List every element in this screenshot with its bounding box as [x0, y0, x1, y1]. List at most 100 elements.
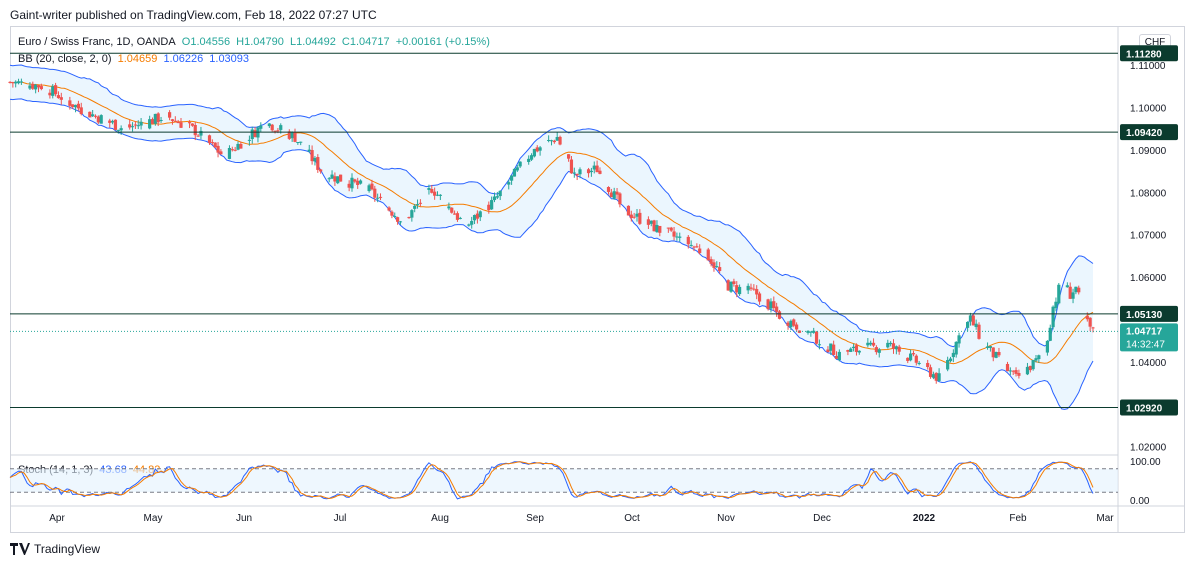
- candle[interactable]: [877, 349, 881, 353]
- candle[interactable]: [678, 236, 682, 238]
- candle[interactable]: [159, 119, 163, 121]
- candle[interactable]: [535, 147, 539, 152]
- candle[interactable]: [71, 104, 75, 108]
- candle[interactable]: [1028, 365, 1032, 371]
- candle[interactable]: [239, 143, 243, 149]
- candle[interactable]: [866, 342, 870, 346]
- candle[interactable]: [353, 179, 357, 182]
- candle[interactable]: [438, 194, 442, 196]
- candle[interactable]: [857, 350, 861, 353]
- candle[interactable]: [578, 169, 582, 175]
- candle[interactable]: [253, 130, 257, 138]
- candle[interactable]: [746, 285, 750, 291]
- candle[interactable]: [538, 147, 542, 151]
- candle[interactable]: [718, 267, 722, 272]
- candle[interactable]: [812, 330, 816, 333]
- candle[interactable]: [56, 95, 61, 99]
- candle[interactable]: [393, 216, 397, 218]
- candle[interactable]: [267, 123, 271, 127]
- candle[interactable]: [954, 341, 958, 355]
- candle[interactable]: [73, 105, 78, 108]
- candle[interactable]: [327, 178, 331, 180]
- candle[interactable]: [119, 128, 123, 131]
- candle[interactable]: [458, 217, 462, 219]
- candle[interactable]: [706, 249, 710, 261]
- candle[interactable]: [367, 185, 371, 192]
- candle[interactable]: [39, 86, 43, 90]
- candle[interactable]: [569, 159, 574, 174]
- candle[interactable]: [1051, 306, 1055, 328]
- candle[interactable]: [336, 176, 340, 184]
- candle[interactable]: [646, 219, 650, 225]
- candle[interactable]: [1048, 327, 1052, 341]
- candle[interactable]: [891, 343, 896, 349]
- candle[interactable]: [259, 125, 263, 129]
- candle[interactable]: [34, 84, 38, 90]
- candle[interactable]: [911, 353, 916, 355]
- candle[interactable]: [136, 125, 140, 127]
- candle[interactable]: [1045, 340, 1049, 353]
- candle[interactable]: [698, 248, 702, 254]
- candle[interactable]: [350, 177, 354, 189]
- candle[interactable]: [14, 81, 18, 84]
- candle[interactable]: [1068, 286, 1072, 299]
- candle[interactable]: [373, 188, 377, 198]
- candle[interactable]: [886, 342, 890, 348]
- candle[interactable]: [376, 197, 380, 199]
- candle[interactable]: [48, 92, 52, 96]
- candle[interactable]: [985, 346, 990, 348]
- candle[interactable]: [1085, 315, 1089, 320]
- candle[interactable]: [675, 236, 679, 238]
- candle[interactable]: [837, 351, 841, 361]
- stoch-d-line[interactable]: [9, 461, 1094, 500]
- candle[interactable]: [51, 86, 55, 96]
- candle[interactable]: [792, 319, 796, 326]
- candle[interactable]: [1031, 360, 1035, 370]
- candle[interactable]: [287, 131, 291, 139]
- candle[interactable]: [116, 129, 120, 131]
- candle[interactable]: [273, 130, 277, 132]
- candle[interactable]: [638, 212, 642, 224]
- candle[interactable]: [606, 187, 611, 192]
- candle[interactable]: [207, 135, 212, 143]
- candle[interactable]: [487, 204, 491, 211]
- candle[interactable]: [957, 335, 961, 344]
- candle[interactable]: [447, 206, 451, 209]
- candle[interactable]: [168, 112, 172, 118]
- candle[interactable]: [276, 130, 280, 132]
- candle[interactable]: [435, 194, 440, 196]
- candle[interactable]: [36, 85, 41, 88]
- candle[interactable]: [712, 262, 716, 268]
- candle[interactable]: [467, 224, 471, 226]
- candle[interactable]: [871, 342, 876, 346]
- candle[interactable]: [652, 220, 656, 232]
- candle[interactable]: [814, 331, 819, 344]
- candle[interactable]: [666, 227, 670, 229]
- candle[interactable]: [515, 167, 519, 171]
- candle[interactable]: [111, 121, 115, 123]
- candle[interactable]: [852, 346, 856, 349]
- candle[interactable]: [586, 169, 591, 174]
- candle[interactable]: [187, 122, 192, 124]
- candle[interactable]: [817, 344, 821, 346]
- candle[interactable]: [635, 213, 639, 217]
- candle[interactable]: [572, 172, 576, 174]
- candle[interactable]: [193, 124, 197, 136]
- candle[interactable]: [233, 149, 237, 151]
- candle[interactable]: [618, 193, 622, 205]
- candle[interactable]: [11, 82, 15, 84]
- candle[interactable]: [547, 139, 551, 141]
- candle[interactable]: [387, 207, 391, 211]
- candle[interactable]: [988, 346, 992, 348]
- candle[interactable]: [752, 288, 756, 290]
- candle[interactable]: [906, 357, 910, 361]
- candle[interactable]: [889, 342, 893, 345]
- candle[interactable]: [512, 168, 517, 177]
- candle[interactable]: [549, 140, 554, 142]
- candle[interactable]: [296, 141, 300, 143]
- candle[interactable]: [732, 281, 736, 285]
- candle[interactable]: [293, 132, 297, 142]
- candle[interactable]: [156, 113, 160, 123]
- candle[interactable]: [16, 81, 21, 84]
- candle[interactable]: [966, 321, 970, 328]
